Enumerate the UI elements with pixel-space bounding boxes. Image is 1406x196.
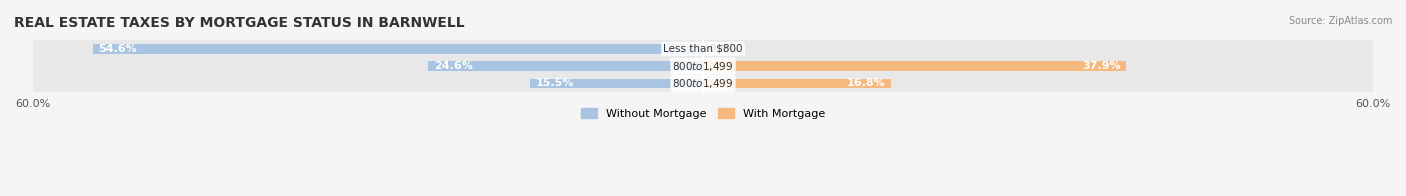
Text: 37.9%: 37.9%	[1083, 61, 1121, 71]
Bar	[93, 44, 703, 54]
Text: 54.6%: 54.6%	[98, 44, 138, 54]
Text: 15.5%: 15.5%	[536, 78, 574, 88]
Bar	[703, 61, 1126, 71]
Bar	[32, 57, 1374, 75]
Text: $800 to $1,499: $800 to $1,499	[672, 77, 734, 90]
Text: 16.8%: 16.8%	[846, 78, 886, 88]
Bar	[703, 79, 891, 88]
Bar	[32, 75, 1374, 92]
Text: REAL ESTATE TAXES BY MORTGAGE STATUS IN BARNWELL: REAL ESTATE TAXES BY MORTGAGE STATUS IN …	[14, 16, 465, 30]
Text: Source: ZipAtlas.com: Source: ZipAtlas.com	[1288, 16, 1392, 26]
Text: $800 to $1,499: $800 to $1,499	[672, 60, 734, 73]
Text: 0.0%: 0.0%	[709, 44, 740, 54]
Text: Less than $800: Less than $800	[664, 44, 742, 54]
Bar	[429, 61, 703, 71]
Bar	[32, 40, 1374, 57]
Bar	[530, 79, 703, 88]
Text: 24.6%: 24.6%	[433, 61, 472, 71]
Legend: Without Mortgage, With Mortgage: Without Mortgage, With Mortgage	[581, 108, 825, 119]
